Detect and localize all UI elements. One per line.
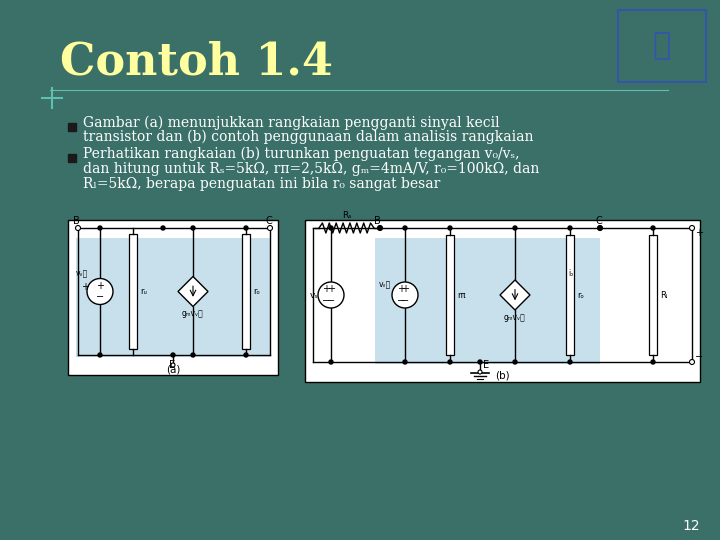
- Circle shape: [171, 363, 175, 367]
- Text: +: +: [397, 284, 405, 294]
- Text: vᵥᶄ: vᵥᶄ: [379, 280, 391, 289]
- Bar: [375, 238, 600, 364]
- Bar: [242, 234, 250, 349]
- Text: Rₗ=5kΩ, berapa penguatan ini bila r₀ sangat besar: Rₗ=5kΩ, berapa penguatan ini bila r₀ san…: [83, 177, 441, 191]
- Circle shape: [513, 226, 517, 230]
- Text: B: B: [73, 216, 80, 226]
- Text: gₘvᵥᶄ: gₘvᵥᶄ: [504, 313, 526, 322]
- Bar: [68, 154, 76, 162]
- Text: +: +: [695, 228, 703, 238]
- Circle shape: [448, 360, 452, 364]
- Text: rₒ: rₒ: [253, 287, 260, 296]
- Circle shape: [392, 282, 418, 308]
- Text: +: +: [401, 284, 409, 294]
- Text: (a): (a): [166, 364, 180, 374]
- Circle shape: [329, 226, 333, 230]
- Bar: [618, 10, 706, 82]
- Circle shape: [318, 282, 344, 308]
- Text: (b): (b): [495, 371, 510, 381]
- Circle shape: [377, 226, 382, 231]
- Circle shape: [478, 370, 482, 374]
- Polygon shape: [178, 276, 208, 307]
- Bar: [76, 238, 270, 357]
- Circle shape: [568, 226, 572, 230]
- Text: vᵥᶄ: vᵥᶄ: [76, 269, 88, 278]
- Text: 12: 12: [683, 519, 700, 533]
- Text: vₛ: vₛ: [310, 291, 318, 300]
- Text: +: +: [322, 284, 330, 294]
- Circle shape: [191, 226, 195, 230]
- Text: Rₛ: Rₛ: [342, 211, 351, 220]
- Text: Rₗ: Rₗ: [660, 291, 667, 300]
- Bar: [68, 123, 76, 131]
- Circle shape: [403, 226, 407, 230]
- Text: −: −: [327, 296, 335, 306]
- Text: C: C: [266, 216, 273, 226]
- Text: −: −: [397, 296, 405, 306]
- Circle shape: [690, 226, 695, 231]
- Circle shape: [329, 360, 333, 364]
- Circle shape: [378, 226, 382, 230]
- Text: transistor dan (b) contoh penggunaan dalam analisis rangkaian: transistor dan (b) contoh penggunaan dal…: [83, 130, 534, 144]
- Circle shape: [244, 353, 248, 357]
- Circle shape: [191, 353, 195, 357]
- Circle shape: [690, 360, 695, 365]
- Text: Perhatikan rangkaian (b) turunkan penguatan tegangan v₀/vₛ,: Perhatikan rangkaian (b) turunkan pengua…: [83, 147, 520, 161]
- Text: Contoh 1.4: Contoh 1.4: [60, 40, 333, 84]
- Circle shape: [651, 226, 655, 230]
- Text: rᵤ: rᵤ: [140, 287, 147, 296]
- Polygon shape: [500, 280, 530, 310]
- Text: iₒ: iₒ: [568, 268, 574, 278]
- Bar: [68, 220, 278, 375]
- Text: E: E: [483, 360, 489, 370]
- Bar: [129, 234, 137, 349]
- Circle shape: [568, 360, 572, 364]
- Circle shape: [448, 226, 452, 230]
- Circle shape: [161, 226, 165, 230]
- Text: 🐘: 🐘: [653, 31, 671, 60]
- Circle shape: [244, 226, 248, 230]
- Text: +: +: [81, 281, 89, 292]
- Text: rₒ: rₒ: [577, 291, 584, 300]
- Text: −: −: [401, 296, 409, 306]
- Circle shape: [403, 360, 407, 364]
- Bar: [446, 235, 454, 355]
- Circle shape: [598, 226, 603, 231]
- Bar: [649, 235, 657, 355]
- Text: B: B: [374, 216, 381, 226]
- Circle shape: [268, 226, 272, 231]
- Circle shape: [98, 353, 102, 357]
- Circle shape: [478, 360, 482, 364]
- Text: gₘvᵥᶄ: gₘvᵥᶄ: [182, 309, 204, 319]
- Bar: [566, 235, 574, 355]
- Circle shape: [98, 226, 102, 230]
- Circle shape: [76, 226, 81, 231]
- Circle shape: [513, 360, 517, 364]
- Text: C: C: [596, 216, 603, 226]
- Text: +: +: [327, 284, 335, 294]
- Text: dan hitung untuk Rₛ=5kΩ, rπ=2,5kΩ, gₘ=4mA/V, r₀=100kΩ, dan: dan hitung untuk Rₛ=5kΩ, rπ=2,5kΩ, gₘ=4m…: [83, 162, 539, 176]
- Bar: [305, 220, 700, 382]
- Text: −: −: [322, 296, 330, 306]
- Text: Gambar (a) menunjukkan rangkaian pengganti sinyal kecil: Gambar (a) menunjukkan rangkaian penggan…: [83, 116, 500, 130]
- Text: −: −: [695, 352, 703, 362]
- Text: rπ: rπ: [457, 291, 466, 300]
- Text: +: +: [96, 281, 104, 291]
- Circle shape: [87, 279, 113, 305]
- Text: −: −: [96, 292, 104, 302]
- Circle shape: [598, 226, 602, 230]
- Circle shape: [651, 360, 655, 364]
- Circle shape: [171, 353, 175, 357]
- Text: E: E: [169, 360, 175, 370]
